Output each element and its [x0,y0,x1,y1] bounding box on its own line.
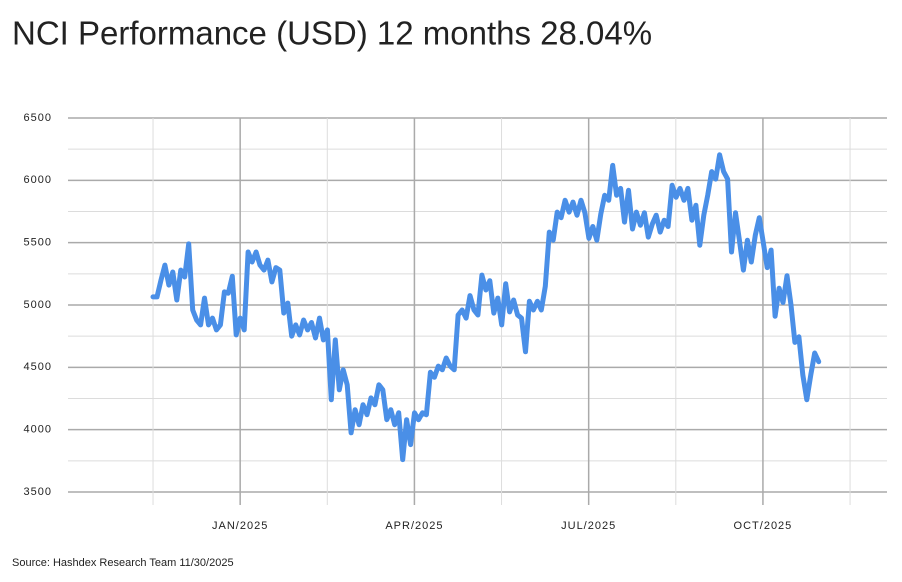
x-tick-label: OCT/2025 [734,520,793,532]
x-tick-label: JAN/2025 [212,520,268,532]
y-tick-label: 6000 [24,174,52,186]
y-tick-label: 6500 [24,112,52,124]
y-tick-label: 3500 [24,486,52,498]
source-note: Source: Hashdex Research Team 11/30/2025 [12,557,234,569]
x-tick-label: APR/2025 [385,520,443,532]
y-tick-label: 5500 [24,237,52,249]
x-tick-label: JUL/2025 [561,520,616,532]
y-tick-label: 4500 [24,361,52,373]
chart-title: NCI Performance (USD) 12 months 28.04% [12,15,652,52]
y-tick-label: 5000 [24,299,52,311]
data-line [150,152,822,463]
y-tick-label: 4000 [24,424,52,436]
